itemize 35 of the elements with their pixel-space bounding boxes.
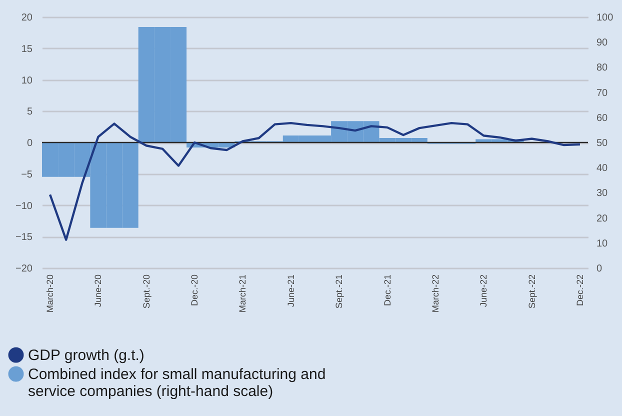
x-tick-label: March-20 [45, 274, 56, 313]
y2-tick-label: 20 [596, 213, 608, 224]
x-tick-label: Dec.-21 [382, 274, 392, 306]
x-tick-label: June-21 [286, 274, 296, 308]
y-tick-label: −20 [16, 264, 33, 274]
y2-tick-label: 80 [596, 62, 608, 74]
y-tick-label: 15 [21, 44, 33, 55]
y2-tick-label: 50 [596, 138, 608, 149]
y2-tick-label: 60 [596, 112, 608, 124]
y-tick-label: 10 [21, 75, 33, 86]
x-tick-label: June-22 [478, 274, 489, 308]
x-tick-label: Dec.-20 [190, 274, 200, 306]
x-tick-label: Sept.-20 [141, 274, 152, 309]
y2-tick-label: 40 [596, 163, 608, 174]
y-tick-label: −5 [21, 169, 33, 180]
y-tick-label: 5 [26, 106, 33, 118]
x-tick-label: Sept.-22 [526, 274, 537, 309]
y-tick-label: 0 [26, 138, 33, 149]
x-tick-label: Dec.-22 [574, 274, 585, 306]
y2-tick-label: 70 [596, 88, 608, 99]
x-tick-label: March-22 [430, 274, 440, 313]
y2-tick-label: 0 [596, 264, 602, 274]
x-tick-label: June-20 [93, 274, 104, 308]
legend-label: Combined index for small manufacturing and service companies (right-hand scale) [28, 366, 326, 400]
y2-tick-label: 10 [596, 238, 608, 250]
x-tick-label: Sept.-21 [334, 274, 344, 309]
y-tick-label: −15 [16, 232, 33, 244]
y-tick-label: −10 [16, 200, 33, 212]
y-tick-label: 20 [21, 12, 33, 24]
legend-label: GDP growth (g.t.) [28, 347, 144, 364]
y2-tick-label: 30 [596, 188, 608, 200]
line-series [48, 122, 582, 241]
x-tick-label: March-21 [238, 274, 248, 313]
y2-tick-label: 100 [596, 12, 614, 24]
y2-tick-label: 90 [596, 38, 608, 49]
